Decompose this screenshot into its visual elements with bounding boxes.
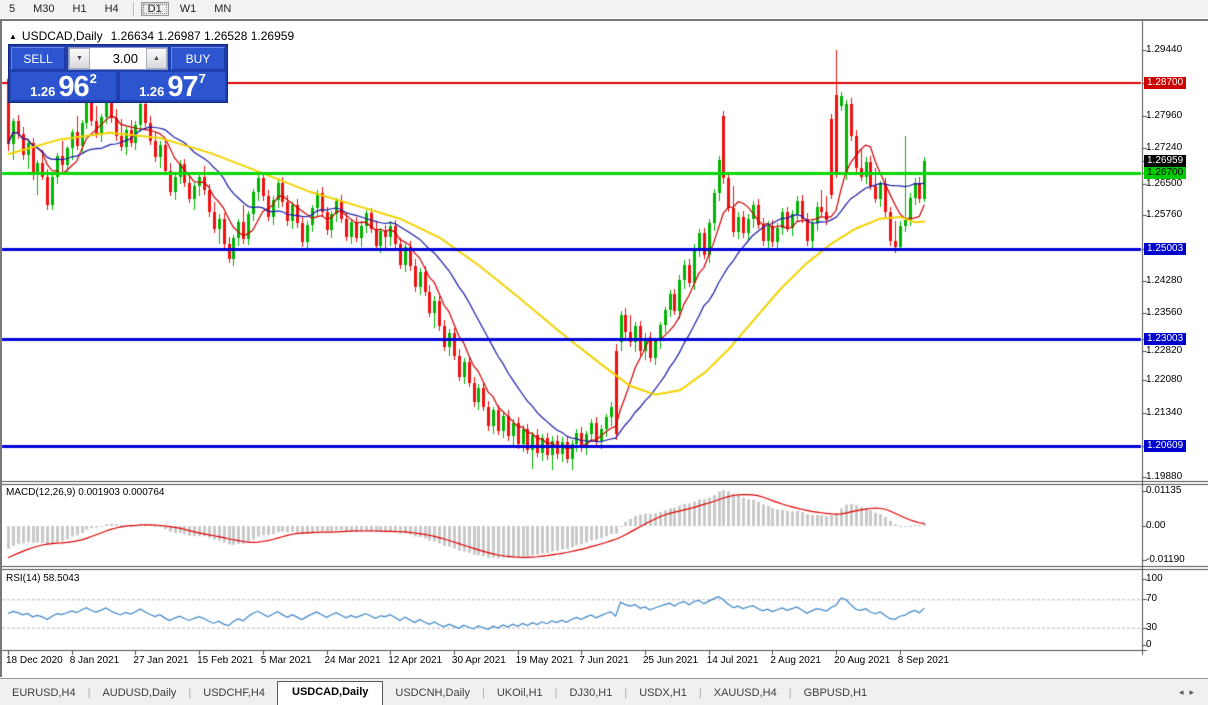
timeframe-button-w1[interactable]: W1	[179, 3, 197, 15]
tab-separator: |	[554, 687, 558, 699]
tab-separator: |	[698, 687, 702, 699]
price-axis-label: 1.28700	[1144, 77, 1187, 89]
date-axis-label: 24 Mar 2021	[324, 655, 381, 666]
indicator-scale-label: 100	[1146, 573, 1163, 584]
date-axis-label: 30 Apr 2021	[451, 655, 506, 666]
date-axis-label: 25 Jun 2021	[643, 655, 699, 666]
timeframe-toolbar: 5 M30 H1 H4 D1 W1 MN	[0, 0, 1208, 18]
price-axis-label: 1.27960	[1146, 110, 1183, 121]
tab-scroll-left-icon[interactable]: ◂	[1178, 687, 1190, 697]
tab-usdchf-h4[interactable]: USDCHF,H4	[203, 687, 265, 699]
volume-increase-button[interactable]: ▲	[146, 48, 167, 69]
tab-separator: |	[481, 687, 485, 699]
tab-separator: |	[188, 687, 192, 699]
date-axis-label: 14 Jul 2021	[706, 655, 759, 666]
date-axis-label: 19 May 2021	[515, 655, 574, 666]
price-axis-label: 1.20609	[1144, 440, 1187, 452]
timeframe-button-d1[interactable]: D1	[140, 2, 169, 16]
price-axis-label: 1.29440	[1146, 44, 1183, 55]
window-border-left	[0, 19, 2, 677]
price-axis-label: 1.21340	[1146, 407, 1183, 418]
sell-price-sup: 2	[89, 71, 97, 86]
indicator-scale-label: 0.00	[1146, 520, 1166, 531]
date-axis-label: 8 Sep 2021	[897, 655, 949, 666]
indicator-scale-label: 0	[1146, 639, 1152, 650]
price-axis-label: 1.27240	[1146, 142, 1183, 153]
tab-arrows: ◂▸	[1179, 687, 1208, 705]
chart-ohlc-values: 1.26634 1.26987 1.26528 1.26959	[110, 29, 295, 43]
sell-price-small: 1.26	[30, 84, 56, 99]
date-axis-label: 15 Feb 2021	[197, 655, 254, 666]
date-axis-label: 27 Jan 2021	[133, 655, 189, 666]
timeframe-button-h4[interactable]: H4	[104, 3, 119, 15]
indicator-scale-label: 70	[1146, 593, 1158, 604]
date-axis-label: 7 Jun 2021	[579, 655, 629, 666]
tab-scroll-right-icon[interactable]: ▸	[1189, 687, 1200, 697]
chart-header: ▲ USDCAD,Daily 1.26634 1.26987 1.26528 1.2…	[9, 29, 294, 43]
chart-tab-bar: EURUSD,H4 | AUDUSD,Daily | USDCHF,H4 USDCAD,D…	[0, 678, 1208, 705]
volume-input[interactable]: 3.00	[90, 48, 146, 69]
buy-price-big: 97	[167, 71, 198, 103]
tab-separator: |	[87, 687, 91, 699]
price-axis-label: 1.26959	[1144, 155, 1187, 167]
volume-decrease-button[interactable]: ▼	[69, 48, 90, 69]
date-axis-label: 12 Apr 2021	[388, 655, 443, 666]
tab-usdx-h1[interactable]: USDX,H1	[639, 687, 687, 699]
timeframe-button-m30[interactable]: M30	[33, 3, 55, 15]
price-axis-label: 1.25760	[1146, 209, 1183, 220]
buy-price-small: 1.26	[139, 84, 165, 99]
timeframe-button-5[interactable]: 5	[9, 3, 16, 15]
price-axis-label: 1.23003	[1144, 333, 1187, 345]
sell-button[interactable]: SELL	[11, 47, 65, 70]
buy-price-display[interactable]: 1.26 97 7	[120, 71, 225, 103]
timeframe-button-h1[interactable]: H1	[72, 3, 87, 15]
tab-audusd-daily[interactable]: AUDUSD,Daily	[102, 687, 177, 699]
date-axis-label: 20 Aug 2021	[834, 655, 891, 666]
indicator-scale-label: 0.01135	[1146, 485, 1182, 496]
buy-price-sup: 7	[198, 71, 206, 86]
volume-group: ▼ 3.00 ▲	[68, 47, 168, 70]
window-border-top	[0, 19, 1208, 21]
sell-price-display[interactable]: 1.26 96 2	[11, 71, 116, 103]
one-click-trading-panel: SELL ▼ 3.00 ▲ BUY 1.26 96 2 1.26 97 7	[8, 44, 228, 103]
price-axis-label: 1.23560	[1146, 307, 1183, 318]
price-axis-label: 1.26700	[1144, 167, 1187, 179]
buy-button[interactable]: BUY	[171, 47, 225, 70]
toolbar-separator	[132, 2, 134, 16]
date-axis-label: 8 Jan 2021	[69, 655, 120, 666]
chart-title: USDCAD,Daily	[21, 29, 103, 43]
tab-eurusd-h4[interactable]: EURUSD,H4	[12, 687, 76, 699]
tab-usdcnh-daily[interactable]: USDCNH,Daily	[395, 687, 470, 699]
price-axis-label: 1.25003	[1144, 243, 1187, 255]
date-axis-label: 5 Mar 2021	[260, 655, 312, 666]
sell-price-big: 96	[58, 71, 89, 103]
tab-gbpusd-h1[interactable]: GBPUSD,H1	[803, 687, 868, 699]
tab-separator: |	[624, 687, 628, 699]
price-axis-label: 1.26500	[1146, 178, 1183, 189]
tab-usdcad-daily[interactable]: USDCAD,Daily	[277, 681, 384, 705]
chart-canvas[interactable]	[0, 0, 1208, 678]
tab-dj30-h1[interactable]: DJ30,H1	[569, 687, 613, 699]
price-axis-label: 1.24280	[1146, 275, 1183, 286]
tab-xauusd-h4[interactable]: XAUUSD,H4	[713, 687, 777, 699]
chart-expand-icon[interactable]: ▲	[9, 32, 17, 41]
price-axis-label: 1.22080	[1146, 374, 1183, 385]
tab-ukoil-h1[interactable]: UKOil,H1	[496, 687, 543, 699]
macd-indicator-label: MACD(12,26,9) 0.001903 0.000764	[6, 487, 165, 498]
price-axis-label: 1.22820	[1146, 345, 1183, 356]
price-axis-label: 1.19880	[1146, 471, 1183, 482]
timeframe-button-mn[interactable]: MN	[214, 3, 232, 15]
indicator-scale-label: -0.01190	[1146, 554, 1185, 565]
date-axis-label: 18 Dec 2020	[6, 655, 63, 666]
indicator-scale-label: 30	[1146, 622, 1158, 633]
date-axis-label: 2 Aug 2021	[770, 655, 821, 666]
tab-separator: |	[788, 687, 792, 699]
rsi-indicator-label: RSI(14) 58.5043	[6, 573, 80, 584]
